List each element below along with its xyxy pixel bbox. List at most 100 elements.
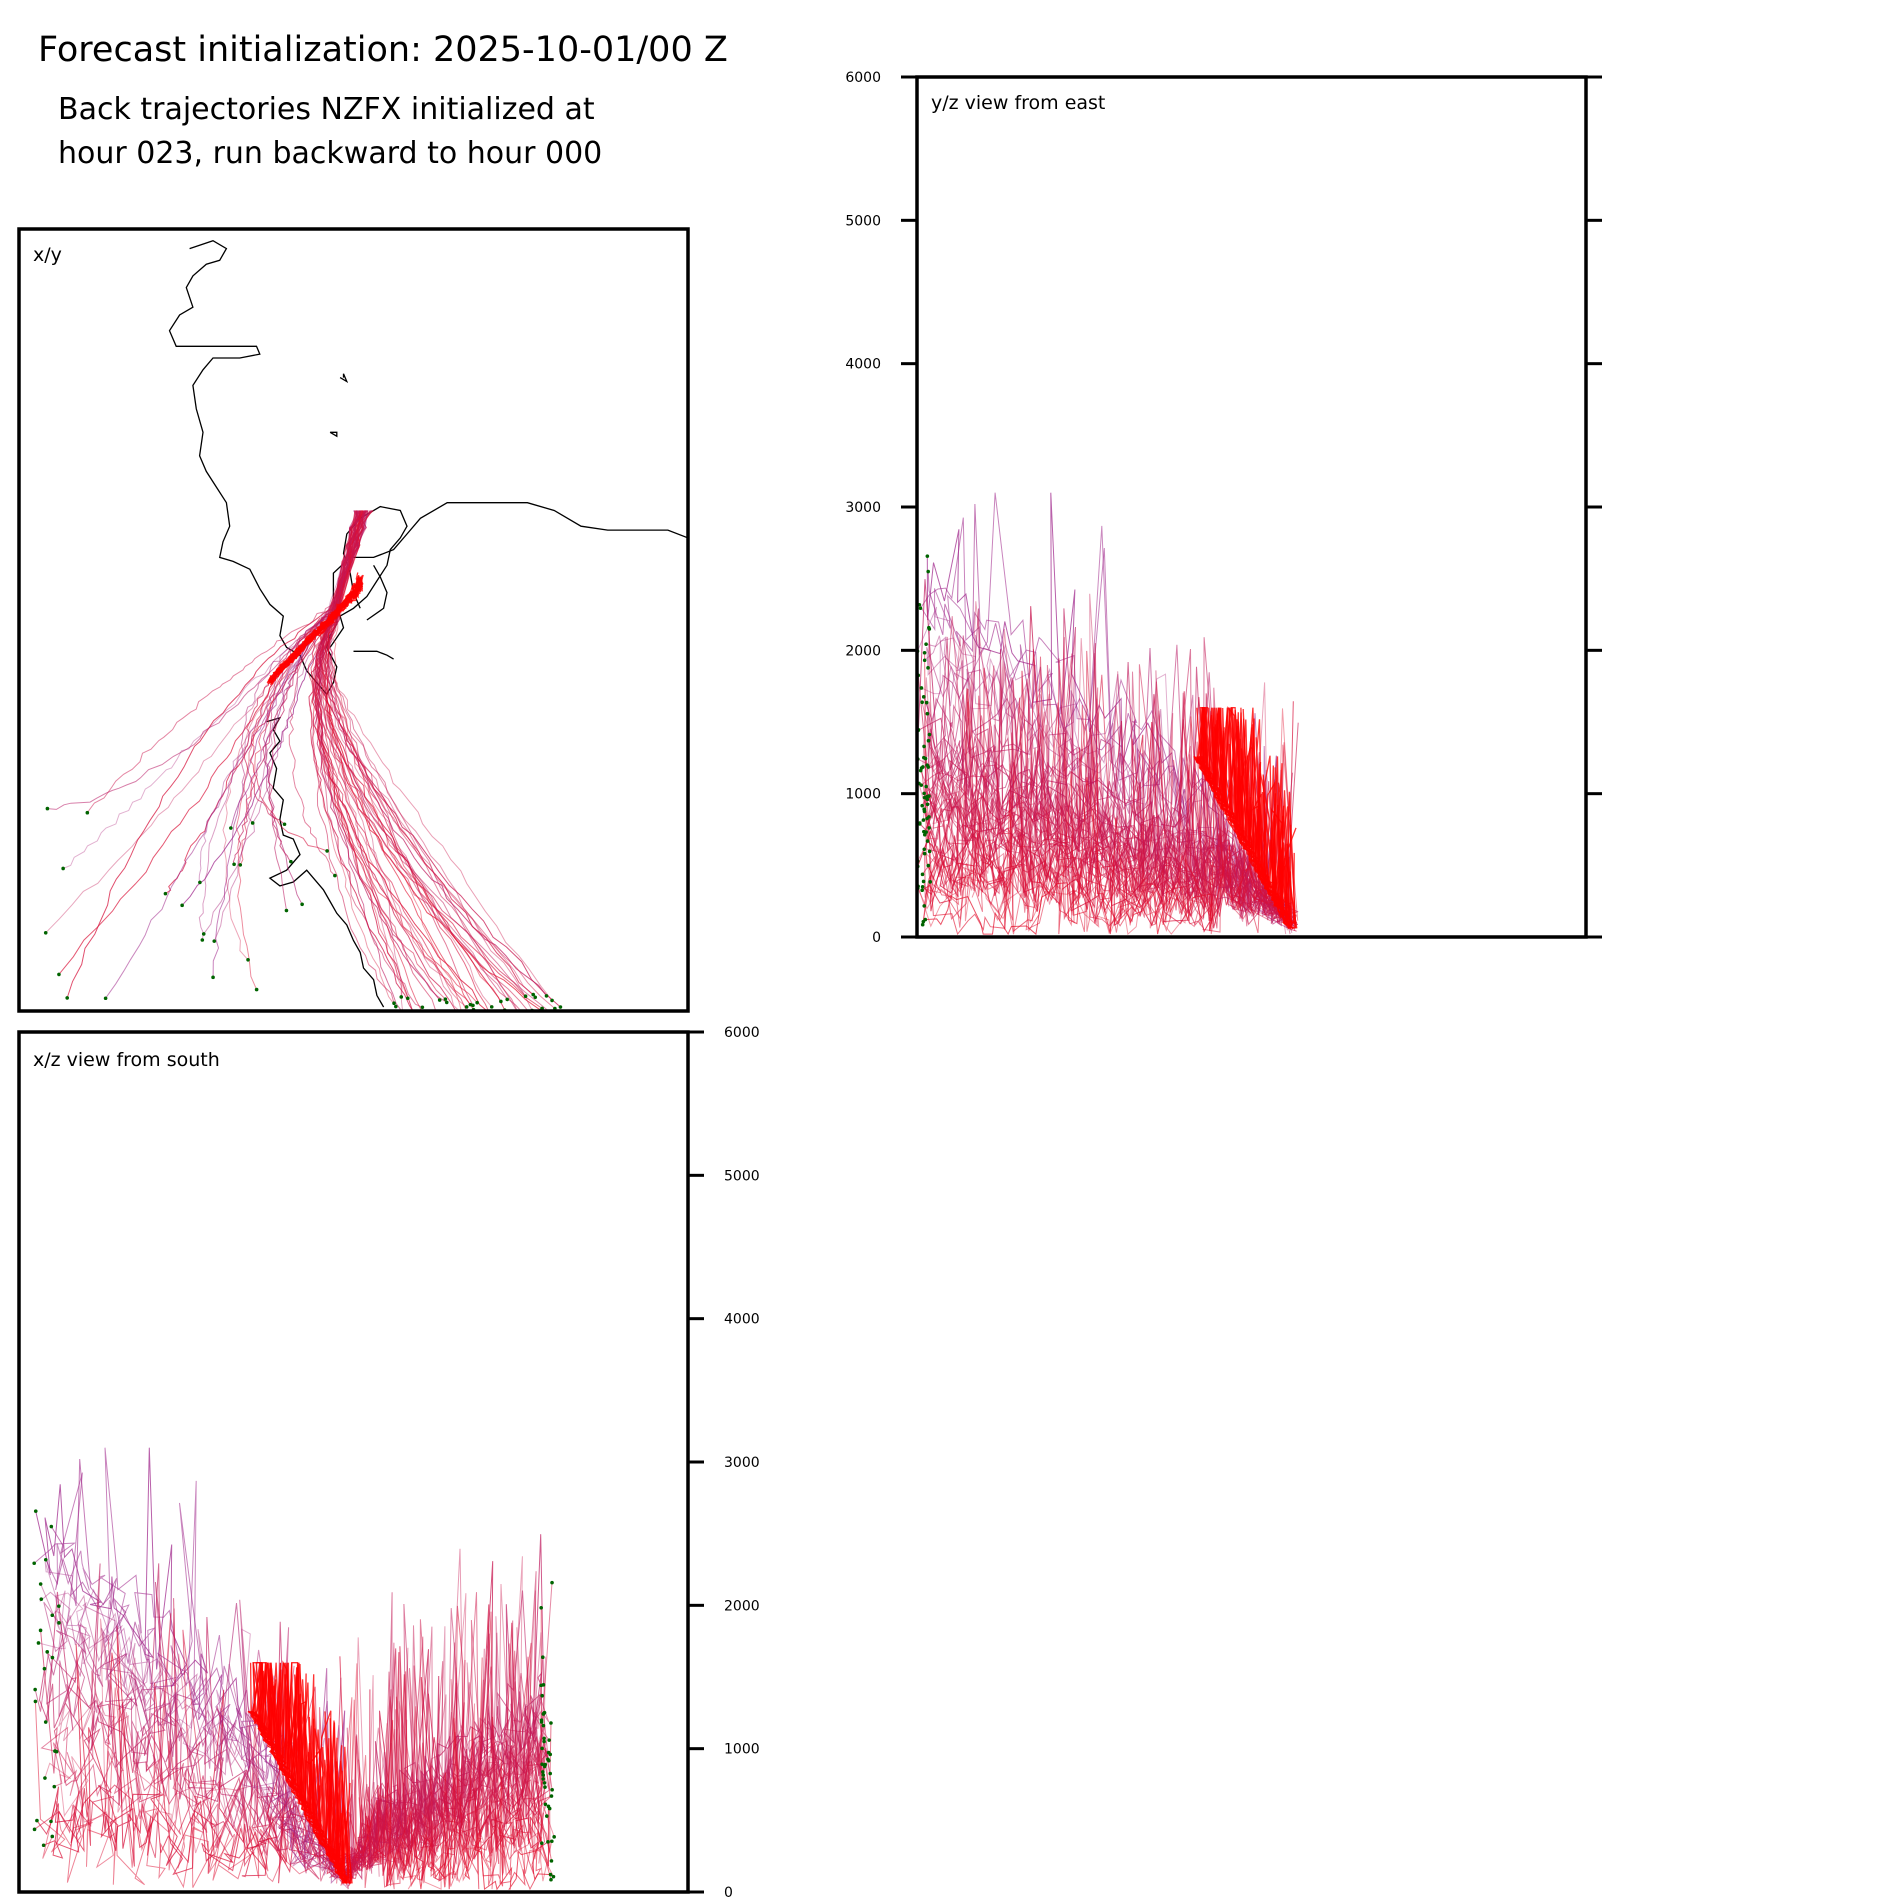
trajectory-endpoint: [918, 606, 923, 611]
trajectory-endpoint: [549, 1794, 554, 1798]
trajectory-endpoint: [541, 1777, 545, 1781]
trajectory-endpoint: [922, 832, 927, 837]
trajectory-endpoint: [921, 818, 926, 822]
trajectory-endpoint: [925, 797, 930, 802]
trajectory-line: [921, 702, 1290, 917]
y-tick-label: 4000: [845, 357, 881, 373]
trajectory-endpoint: [925, 554, 930, 558]
trajectory-endpoint: [43, 1720, 48, 1724]
trajectory-line: [925, 777, 1287, 936]
trajectory-endpoint: [32, 1827, 37, 1832]
trajectory-endpoint: [526, 1017, 530, 1021]
trajectory-endpoint: [926, 666, 930, 670]
trajectory-endpoint: [32, 1561, 36, 1566]
trajectory-line: [349, 1657, 544, 1872]
trajectory-endpoint: [920, 700, 924, 705]
trajectory-line: [1196, 707, 1291, 929]
trajectory-endpoint: [927, 732, 932, 737]
trajectory-line: [43, 1601, 353, 1875]
trajectory-line: [50, 1458, 346, 1877]
trajectory-line: [269, 576, 363, 682]
trajectory-endpoint: [41, 1843, 46, 1848]
trajectory-line: [922, 762, 1290, 936]
trajectory-lines: [33, 1447, 555, 1891]
trajectory-endpoint: [924, 784, 928, 789]
trajectory-endpoint: [550, 1839, 554, 1844]
trajectory-line: [324, 510, 468, 1008]
y-tick-label: 4000: [724, 1312, 760, 1328]
panel-xy-frame: [17, 227, 690, 1013]
trajectory-endpoint: [238, 863, 243, 867]
trajectory-line: [315, 510, 529, 1011]
trajectory-line: [325, 510, 461, 1011]
trajectory-endpoint: [924, 642, 928, 646]
trajectory-endpoint: [541, 1773, 546, 1777]
trajectory-line: [44, 1561, 342, 1877]
trajectory-endpoint: [464, 1005, 469, 1009]
trajectory-endpoint: [540, 1762, 544, 1767]
trajectory-endpoint: [928, 880, 933, 884]
trajectory-line: [922, 744, 1299, 935]
trajectory-endpoint: [927, 826, 931, 830]
trajectory-line: [307, 510, 468, 1011]
trajectory-endpoint: [919, 686, 924, 690]
trajectory-endpoint: [922, 658, 927, 663]
trajectory-endpoint: [549, 1859, 554, 1863]
y-tick-label: 1000: [724, 1742, 760, 1758]
trajectory-endpoint: [490, 1017, 494, 1021]
trajectory-endpoint: [468, 1002, 473, 1007]
trajectory-endpoint: [543, 1802, 548, 1807]
trajectory-line: [45, 1563, 354, 1878]
trajectory-line: [165, 510, 360, 895]
trajectory-endpoint: [542, 1781, 547, 1785]
y-tick-label: 5000: [845, 213, 881, 229]
trajectory-endpoint: [200, 938, 205, 942]
trajectory-endpoint: [539, 1720, 544, 1724]
trajectory-endpoint: [540, 1746, 544, 1751]
trajectory-line: [1200, 707, 1290, 929]
trajectory-endpoint: [38, 1628, 43, 1633]
trajectory-endpoint: [49, 1819, 53, 1824]
trajectory-line: [325, 510, 536, 998]
trajectory-endpoint: [549, 1721, 553, 1725]
trajectory-endpoint: [461, 1014, 465, 1018]
endpoint-markers: [43, 806, 563, 1022]
trajectory-endpoint: [922, 791, 926, 796]
panel-xz-label: x/z view from south: [33, 1049, 220, 1071]
trajectory-endpoint: [489, 1005, 494, 1009]
trajectory-endpoint: [456, 1012, 460, 1016]
y-tick-label: 5000: [724, 1168, 760, 1184]
trajectory-endpoint: [927, 815, 931, 819]
trajectory-line: [1196, 707, 1293, 929]
panel-xy-label: x/y: [33, 244, 62, 266]
y-tick-label: 3000: [845, 500, 881, 516]
coastline-segment: [366, 564, 388, 621]
trajectory-endpoint: [254, 987, 259, 992]
trajectory-endpoint: [925, 763, 929, 767]
trajectory-endpoint: [402, 1018, 406, 1022]
trajectory-endpoint: [921, 879, 926, 884]
trajectory-endpoint: [50, 1655, 55, 1660]
trajectory-endpoint: [50, 1834, 55, 1839]
trajectory-endpoint: [163, 891, 168, 896]
trajectory-line: [925, 754, 1299, 926]
trajectory-line: [249, 510, 371, 852]
trajectory-endpoint: [523, 994, 528, 999]
trajectory-endpoint: [56, 1604, 61, 1608]
trajectory-endpoint: [924, 830, 928, 834]
trajectory-line: [923, 792, 1290, 916]
y-tick-label: 1000: [845, 787, 881, 803]
trajectory-endpoint: [33, 1509, 38, 1513]
trajectory-line: [345, 1592, 545, 1881]
trajectory-endpoint: [531, 1015, 535, 1019]
trajectory-endpoint: [551, 1013, 555, 1017]
trajectory-endpoint: [45, 1650, 50, 1654]
trajectory-endpoint: [49, 1524, 54, 1529]
trajectory-line: [348, 1679, 555, 1878]
trajectory-line: [45, 510, 367, 934]
trajectory-endpoint: [519, 1016, 523, 1020]
trajectory-line: [251, 1662, 349, 1884]
trajectory-line: [271, 581, 364, 684]
trajectory-endpoint: [558, 1005, 563, 1009]
